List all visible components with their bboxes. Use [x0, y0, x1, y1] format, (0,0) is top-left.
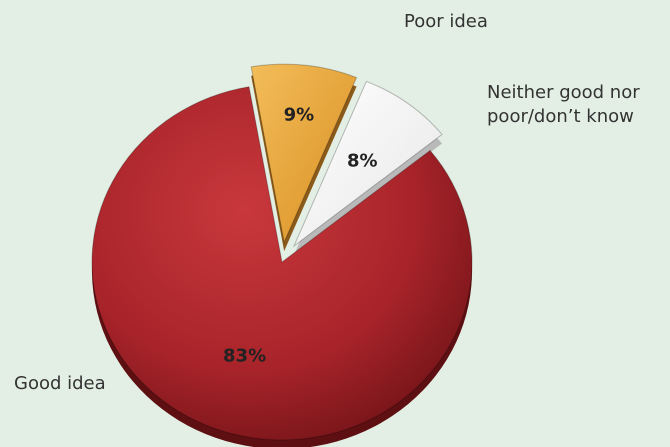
value-label-neither: 8% [347, 150, 378, 171]
label-neither: Neither good nor poor/don’t know [487, 81, 640, 129]
label-poor-idea: Poor idea [404, 11, 488, 32]
slice-poor-idea [250, 63, 358, 244]
label-neither-line-1: Neither good nor [487, 82, 640, 103]
value-label-poor-idea: 9% [284, 105, 315, 126]
label-neither-line-2: poor/don’t know [487, 106, 634, 127]
label-good-idea: Good idea [14, 373, 106, 394]
value-label-good-idea: 83% [223, 345, 266, 366]
slice-neither [292, 80, 443, 248]
slice-good-idea [91, 86, 473, 441]
